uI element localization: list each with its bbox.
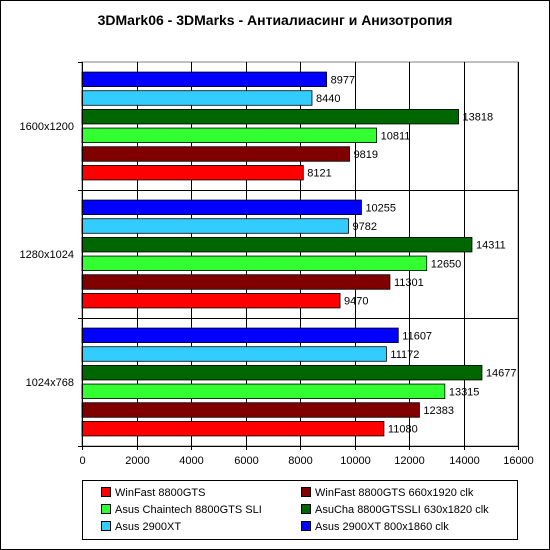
category-label: 1280x1024 bbox=[20, 249, 74, 261]
data-label: 13818 bbox=[463, 112, 494, 124]
x-tick-label: 4000 bbox=[179, 455, 203, 467]
legend-label: Asus Chaintech 8800GTS SLI bbox=[115, 504, 262, 516]
bar bbox=[81, 164, 304, 181]
bar bbox=[81, 383, 446, 400]
data-label: 9819 bbox=[354, 149, 378, 161]
legend-swatch bbox=[301, 504, 311, 515]
bar bbox=[81, 108, 459, 125]
bar bbox=[81, 218, 349, 234]
data-label: 9782 bbox=[353, 221, 377, 233]
category-label: 1024x768 bbox=[26, 377, 74, 389]
data-label: 9470 bbox=[344, 296, 368, 308]
bar bbox=[81, 236, 473, 253]
data-label: 11301 bbox=[394, 277, 424, 289]
axes: 0 2000 4000 6000 8000 10000 12000 14000 16000 160… bbox=[20, 62, 534, 467]
legend-swatch bbox=[101, 504, 111, 515]
legend-label: Asus 2900XT bbox=[115, 521, 182, 533]
x-tick-label: 10000 bbox=[340, 455, 371, 467]
legend-label: Asus 2900XT 800x1860 clk bbox=[315, 521, 449, 533]
legend-item: Asus 2900XT 800x1860 clk bbox=[301, 519, 449, 535]
bar bbox=[81, 364, 483, 381]
bar bbox=[81, 199, 362, 216]
x-tick-label: 0 bbox=[79, 455, 85, 467]
bar bbox=[81, 255, 428, 272]
bar bbox=[81, 90, 313, 106]
data-label: 14311 bbox=[476, 240, 506, 252]
legend: WinFast 8800GTS WinFast 8800GTS 660x1920 … bbox=[82, 480, 518, 540]
legend-item: WinFast 8800GTS 660x1920 clk bbox=[301, 485, 473, 501]
bar bbox=[81, 420, 385, 437]
data-label: 12383 bbox=[423, 405, 454, 417]
x-tick-label: 8000 bbox=[288, 455, 312, 467]
category-label: 1600x1200 bbox=[20, 121, 74, 133]
legend-swatch bbox=[101, 487, 111, 498]
data-label: 11172 bbox=[390, 349, 419, 361]
bar bbox=[81, 327, 399, 344]
legend-swatch bbox=[101, 521, 111, 532]
legend-label: WinFast 8800GTS bbox=[115, 487, 206, 499]
x-tick-label: 12000 bbox=[394, 455, 425, 467]
data-label: 10255 bbox=[365, 202, 396, 214]
bar bbox=[81, 127, 377, 144]
legend-label: WinFast 8800GTS 660x1920 clk bbox=[315, 487, 474, 499]
x-tick-label: 6000 bbox=[234, 455, 258, 467]
bar bbox=[81, 71, 328, 88]
legend-item: WinFast 8800GTS bbox=[101, 485, 205, 501]
legend-swatch bbox=[301, 487, 311, 498]
bar bbox=[81, 146, 350, 162]
bar bbox=[81, 274, 391, 290]
legend-item: Asus 2900XT bbox=[101, 519, 181, 535]
data-label: 12650 bbox=[431, 258, 462, 270]
data-label: 10811 bbox=[381, 130, 411, 142]
data-label: 13315 bbox=[449, 386, 480, 398]
bar bbox=[81, 292, 341, 309]
chart-title: 3DMark06 - 3DMarks - Антиалиасинг и Аниз… bbox=[97, 12, 453, 28]
data-label: 11080 bbox=[388, 424, 418, 436]
bar bbox=[81, 346, 387, 362]
x-tick-label: 2000 bbox=[125, 455, 149, 467]
data-label: 8977 bbox=[331, 74, 355, 86]
data-label: 8121 bbox=[307, 168, 331, 180]
data-label: 11607 bbox=[402, 330, 432, 342]
data-label: 8440 bbox=[316, 93, 340, 105]
x-tick-label: 16000 bbox=[503, 455, 534, 467]
data-label: 14677 bbox=[486, 368, 517, 380]
gridlines bbox=[78, 62, 519, 446]
bar bbox=[81, 402, 420, 418]
legend-item: Asus Chaintech 8800GTS SLI bbox=[101, 502, 262, 518]
x-tick-label: 14000 bbox=[449, 455, 480, 467]
legend-swatch bbox=[301, 521, 311, 532]
legend-item: AsuCha 8800GTSSLI 630x1820 clk bbox=[301, 502, 489, 518]
legend-label: AsuCha 8800GTSSLI 630x1820 clk bbox=[315, 504, 489, 516]
